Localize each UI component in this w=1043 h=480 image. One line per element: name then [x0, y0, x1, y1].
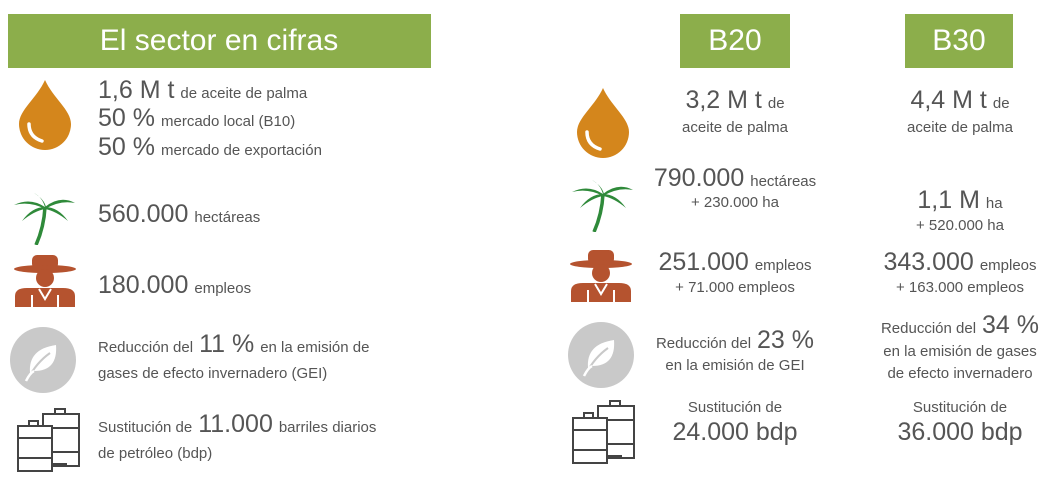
stat-text: Sustitución de: [688, 399, 782, 416]
stat-value: 23 %: [757, 326, 814, 354]
stat-line: aceite de palma: [907, 119, 1014, 136]
stat-line: 4,4 M t de: [910, 86, 1009, 114]
stat-line: gases de efecto invernadero (GEI): [98, 365, 327, 382]
stat-value: 180.000: [98, 271, 188, 299]
stat-value: 11 %: [199, 330, 254, 358]
stat-text: en la emisión de gases: [883, 343, 1036, 360]
oil-icon: [575, 88, 631, 158]
stat-line: Reducción del 34 %: [881, 311, 1039, 339]
stat-line: 3,2 M t de: [685, 86, 784, 114]
stat-line: 1,1 M ha: [917, 186, 1003, 214]
stat-text: aceite de palma: [682, 119, 789, 136]
stat-line: 790.000 hectáreas: [654, 164, 816, 192]
stat-value: 34 %: [982, 311, 1039, 339]
stat-text: empleos: [980, 257, 1037, 274]
stat-line: 36.000 bdp: [897, 418, 1022, 446]
stat-line: 251.000 empleos: [658, 248, 811, 276]
stat-line: aceite de palma: [682, 119, 789, 136]
stat-line: + 520.000 ha: [916, 217, 1005, 234]
stat-line: + 163.000 empleos: [896, 279, 1024, 296]
stat-text: mercado local (B10): [161, 113, 295, 130]
stat-line: en la emisión de GEI: [665, 357, 804, 374]
stat-text: de: [993, 95, 1010, 112]
stat-value: 36.000 bdp: [897, 418, 1022, 446]
stat-value: 1,6 M t: [98, 76, 174, 104]
farmer-icon: [13, 255, 77, 307]
stat-text: gases de efecto invernadero (GEI): [98, 365, 327, 382]
stat-text: mercado de exportación: [161, 142, 322, 159]
stat-text: empleos: [755, 257, 812, 274]
leaf-icon: [568, 322, 634, 388]
barrels-icon: [17, 408, 80, 472]
stat-value: 560.000: [98, 200, 188, 228]
stat-value: 24.000 bdp: [672, 418, 797, 446]
header-box: [8, 14, 431, 68]
stat-value: 1,1 M: [917, 186, 980, 214]
stat-line: 24.000 bdp: [672, 418, 797, 446]
stat-text: hectáreas: [194, 209, 260, 226]
stat-line: 50 % mercado de exportación: [98, 133, 322, 161]
stat-value: 4,4 M t: [910, 86, 986, 114]
header-title: El sector en cifras: [100, 24, 338, 57]
stat-line: de efecto invernadero: [887, 365, 1032, 382]
stat-text: de efecto invernadero: [887, 365, 1032, 382]
stat-text: + 71.000 empleos: [675, 279, 795, 296]
stat-line: + 71.000 empleos: [675, 279, 795, 296]
scenario-box: [905, 14, 1013, 68]
oil-icon: [17, 80, 73, 150]
stat-line: 343.000 empleos: [883, 248, 1036, 276]
palm-icon: [12, 193, 76, 245]
stat-line: Sustitución de: [913, 399, 1007, 416]
stat-text: de aceite de palma: [180, 85, 307, 102]
stat-value: 3,2 M t: [685, 86, 761, 114]
stat-text: en la emisión de GEI: [665, 357, 804, 374]
scenario-box: [680, 14, 790, 68]
stat-line: Sustitución de: [688, 399, 782, 416]
stat-value: 50 %: [98, 104, 155, 132]
stat-line: en la emisión de gases: [883, 343, 1036, 360]
stat-line: Reducción del 11 % en la emisión de: [98, 330, 369, 358]
stat-text: + 230.000 ha: [691, 194, 780, 211]
stat-line: + 230.000 ha: [691, 194, 780, 211]
stat-value: 11.000: [198, 410, 273, 438]
stat-text: Reducción del: [98, 339, 193, 356]
stat-line: 180.000 empleos: [98, 271, 251, 299]
palm-icon: [570, 180, 634, 232]
scenario-title: B30: [932, 24, 985, 57]
stat-text: Sustitución de: [98, 419, 192, 436]
stat-text: Reducción del: [881, 320, 976, 337]
stat-line: 560.000 hectáreas: [98, 200, 260, 228]
stat-value: 251.000: [658, 248, 748, 276]
stat-line: 50 % mercado local (B10): [98, 104, 295, 132]
stat-text: de petróleo (bdp): [98, 445, 212, 462]
stat-line: Reducción del 23 %: [656, 326, 814, 354]
stat-value: 343.000: [883, 248, 973, 276]
stat-text: en la emisión de: [260, 339, 369, 356]
stat-text: Reducción del: [656, 335, 751, 352]
stat-line: 1,6 M t de aceite de palma: [98, 76, 308, 104]
stat-text: aceite de palma: [907, 119, 1014, 136]
stat-text: de: [768, 95, 785, 112]
stat-text: ha: [986, 195, 1003, 212]
stat-line: de petróleo (bdp): [98, 445, 212, 462]
stat-text: hectáreas: [750, 173, 816, 190]
barrels-icon: [572, 400, 635, 464]
stat-text: Sustitución de: [913, 399, 1007, 416]
farmer-icon: [569, 250, 633, 302]
stat-value: 790.000: [654, 164, 744, 192]
scenario-title: B20: [708, 24, 761, 57]
stat-text: + 163.000 empleos: [896, 279, 1024, 296]
stat-value: 50 %: [98, 133, 155, 161]
stat-text: empleos: [194, 280, 251, 297]
stat-text: barriles diarios: [279, 419, 377, 436]
leaf-icon: [10, 327, 76, 393]
stat-line: Sustitución de 11.000 barriles diarios: [98, 410, 376, 438]
stat-text: + 520.000 ha: [916, 217, 1005, 234]
